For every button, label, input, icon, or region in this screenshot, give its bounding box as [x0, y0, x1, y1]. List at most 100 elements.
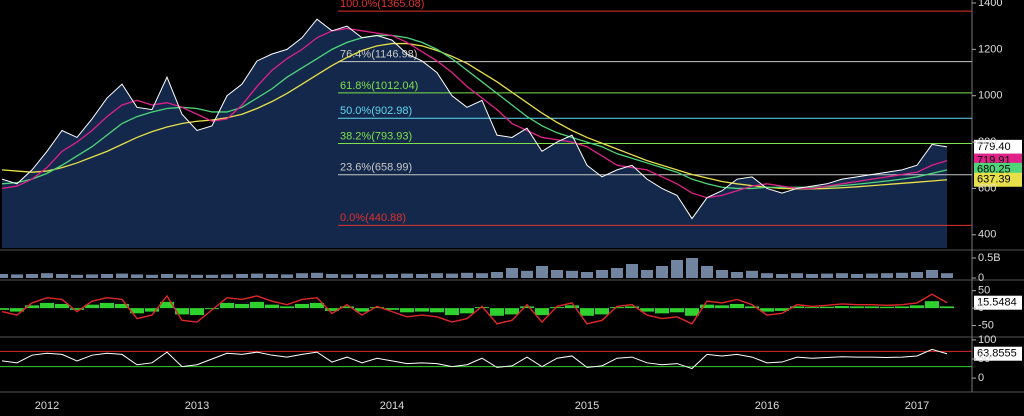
- volume-bar: [491, 272, 503, 278]
- volume-bar: [26, 274, 38, 278]
- histogram-bar: [805, 307, 819, 309]
- value-tag: 63.8555: [977, 348, 1017, 360]
- histogram-bar: [910, 305, 924, 309]
- histogram-bar: [370, 307, 384, 309]
- y-tick-label: 600: [978, 182, 996, 194]
- histogram-bar: [865, 306, 879, 309]
- histogram-bar: [820, 306, 834, 309]
- volume-bar: [656, 266, 668, 278]
- volume-bar: [431, 273, 443, 278]
- volume-bar: [881, 273, 893, 278]
- fib-label: 38.2%(793.93): [340, 130, 412, 142]
- histogram-bar: [790, 306, 804, 309]
- histogram-bar: [400, 308, 414, 313]
- volume-bar: [341, 274, 353, 278]
- volume-bar: [806, 274, 818, 278]
- histogram-bar: [25, 305, 39, 309]
- histogram-bar: [85, 304, 99, 309]
- histogram-bar: [895, 306, 909, 309]
- histogram-bar: [235, 303, 249, 309]
- y-tick-label: 50: [978, 353, 990, 365]
- histogram-bar: [130, 308, 144, 314]
- y-tick-label: 0.5B: [978, 252, 1001, 264]
- histogram-bar: [355, 308, 369, 312]
- volume-bar: [206, 274, 218, 278]
- histogram-bar: [55, 303, 69, 309]
- y-tick-label: 0: [978, 272, 984, 284]
- histogram-bar: [835, 306, 849, 309]
- y-tick-label: 1000: [978, 90, 1002, 102]
- volume-bar: [836, 273, 848, 278]
- volume-bar: [146, 274, 158, 278]
- x-tick-label: 2017: [905, 400, 929, 412]
- histogram-bar: [385, 308, 399, 310]
- x-tick-label: 2016: [755, 400, 779, 412]
- fib-label: 50.0%(902.98): [340, 105, 412, 117]
- volume-bar: [611, 268, 623, 278]
- histogram-bar: [145, 308, 159, 312]
- histogram-bar: [265, 304, 279, 309]
- histogram-bar: [685, 308, 699, 316]
- value-tag-box: [974, 346, 1022, 361]
- y-tick-label: 1400: [978, 0, 1002, 9]
- x-tick-label: 2013: [185, 400, 209, 412]
- fib-label: 100.0%(1365.08): [340, 0, 424, 10]
- y-tick-label: 0: [978, 302, 984, 314]
- histogram-bar: [70, 308, 84, 310]
- histogram-bar: [655, 308, 669, 314]
- histogram-bar: [610, 307, 624, 309]
- histogram-bar: [175, 308, 189, 315]
- histogram-bar: [40, 302, 54, 309]
- volume-bar: [821, 273, 833, 278]
- histogram-bar: [505, 308, 519, 315]
- volume-bar: [251, 273, 263, 278]
- volume-bar: [716, 270, 728, 278]
- series-line: [1, 42, 948, 190]
- oscillator-line: [1, 293, 948, 325]
- histogram-bar: [325, 308, 339, 311]
- value-tag: 15.5484: [977, 297, 1017, 309]
- volume-bar: [761, 273, 773, 278]
- volume-bar: [851, 274, 863, 278]
- volume-bar: [86, 274, 98, 278]
- value-tag-box: [974, 295, 1022, 310]
- histogram-bar: [670, 308, 684, 313]
- histogram-bar: [490, 308, 504, 316]
- volume-bar: [581, 272, 593, 278]
- histogram-bar: [310, 302, 324, 309]
- histogram-bar: [715, 305, 729, 309]
- series-line: [1, 18, 948, 220]
- value-tag: 779.40: [977, 141, 1011, 153]
- histogram-bar: [445, 308, 459, 316]
- y-tick-label: 100: [978, 334, 996, 346]
- histogram-bar: [580, 308, 594, 316]
- fib-label: 76.4%(1146.98): [340, 49, 417, 61]
- x-tick-label: 2014: [380, 400, 404, 412]
- volume-bar: [356, 274, 368, 278]
- value-tag: 637.39: [977, 174, 1011, 186]
- histogram-bar: [10, 308, 24, 312]
- y-tick-label: 1200: [978, 43, 1002, 55]
- volume-bar: [641, 270, 653, 278]
- volume-bar: [176, 274, 188, 278]
- series-line: [1, 27, 948, 199]
- histogram-bar: [280, 306, 294, 309]
- histogram-bar: [850, 306, 864, 309]
- histogram-bar: [940, 306, 954, 309]
- volume-bar: [506, 268, 518, 278]
- fib-label: 61.8%(1012.04): [340, 80, 418, 92]
- volume-bar: [941, 273, 953, 278]
- histogram-bar: [475, 307, 489, 309]
- volume-bar: [416, 274, 428, 278]
- histogram-bar: [430, 308, 444, 313]
- volume-bar: [191, 274, 203, 278]
- y-tick-label: 400: [978, 229, 996, 241]
- volume-bar: [461, 272, 473, 278]
- volume-bar: [566, 270, 578, 278]
- histogram-bar: [340, 306, 354, 309]
- histogram-bar: [205, 308, 219, 310]
- histogram-bar: [730, 303, 744, 309]
- volume-bar: [56, 274, 68, 278]
- volume-bar: [0, 274, 8, 278]
